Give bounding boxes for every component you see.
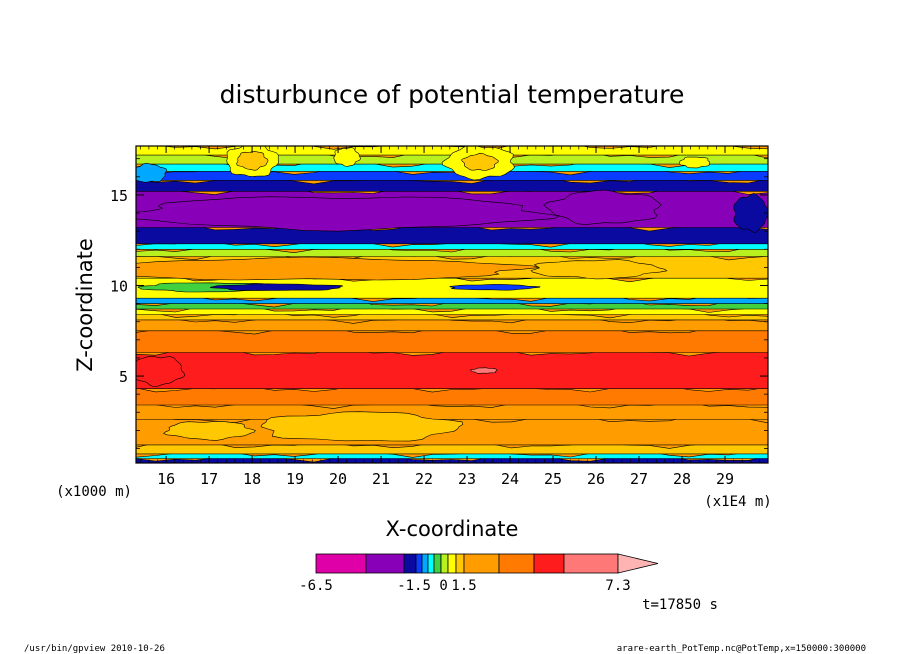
colorbar-label: -6.5 [299,578,333,594]
x-axis-label: X-coordinate [386,517,519,541]
colorbar-segment [563,553,619,574]
time-label: t=17850 s [642,597,718,613]
colorbar-segment [498,553,535,574]
x-unit-left: (x1000 m) [56,484,132,500]
contour-region [162,420,256,441]
contour-region [679,156,711,169]
contour-region [470,367,498,374]
colorbar-segment [365,553,405,574]
contour-region [210,283,344,291]
y-tick-label: 5 [119,368,128,386]
footer-right: arare-earth_PotTemp.nc@PotTemp,x=150000:… [617,644,866,654]
contour-band [136,146,768,156]
contour-region [449,284,541,291]
contour-region [136,162,168,183]
x-tick-label: 29 [716,470,734,488]
colorbar-segment [427,553,435,574]
colorbar-segment [455,553,465,574]
y-tick-label: 10 [110,277,128,295]
contour-region [530,259,668,280]
colorbar-label: 1.5 [451,578,476,594]
colorbar-segment [415,553,423,574]
contour-region [136,196,561,232]
colorbar-label: 7.3 [605,578,630,594]
x-tick-label: 19 [286,470,304,488]
x-tick-label: 26 [587,470,605,488]
colorbar-arrow [617,553,659,574]
x-unit-right: (x1E4 m) [704,494,771,510]
colorbar-label: -1.5 0 [397,578,448,594]
y-axis: 5 10 15 [110,158,768,449]
chart-title: disturbunce of potential temperature [220,80,685,109]
y-axis-label: Z-coordinate [73,238,97,372]
colorbar-segment [463,553,500,574]
contour-region [260,411,464,442]
x-tick-label: 22 [415,470,433,488]
x-tick-label: 23 [458,470,476,488]
colorbar-segment [421,553,429,574]
x-axis: 16 17 18 19 20 21 22 23 24 25 26 27 28 29 [139,146,769,488]
colorbar-segment [403,553,417,574]
x-tick-label: 17 [200,470,218,488]
contour-region [136,256,542,281]
contour-region [333,147,361,167]
colorbar-segment [533,553,565,574]
x-tick-label: 21 [372,470,390,488]
x-tick-label: 20 [329,470,347,488]
x-tick-label: 28 [673,470,691,488]
colorbar-segment [315,553,367,574]
contour-region [461,152,499,171]
colorbar-segment [433,553,442,574]
contour-region [733,192,768,233]
colorbar: -6.5 -1.5 0 1.5 7.3 [299,553,659,594]
x-tick-label: 27 [630,470,648,488]
contour-band [136,348,768,389]
x-tick-label: 24 [501,470,519,488]
contour-region [136,355,186,387]
y-tick-label: 15 [110,187,128,205]
contour-region [236,151,269,171]
footer-left: /usr/bin/gpview 2010-10-26 [24,644,165,654]
x-tick-label: 25 [544,470,562,488]
plot-area [135,145,769,464]
colorbar-segment [440,553,449,574]
contour-field [136,146,768,463]
x-tick-label: 16 [157,470,175,488]
plot-frame [135,145,769,464]
x-tick-label: 18 [243,470,261,488]
contour-region [543,189,662,225]
colorbar-segment [447,553,457,574]
